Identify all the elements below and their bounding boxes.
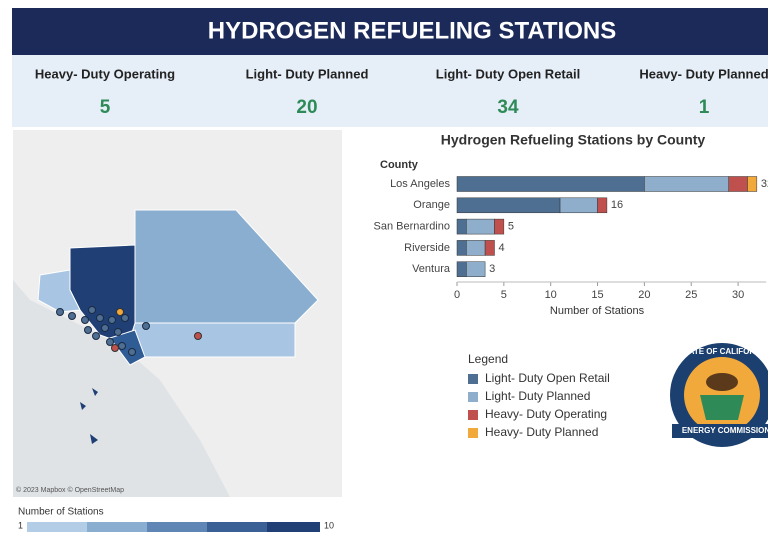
kpi-label: Light- Duty Planned [246,66,369,81]
station-dot [116,308,124,316]
map: © 2023 Mapbox © OpenStreetMap [13,130,342,497]
y-tick-label: Orange [413,199,450,211]
bar-total-label: 5 [508,221,514,233]
y-tick-label: Ventura [412,263,451,275]
bar-total-label: 32 [761,178,773,190]
kpi-label: Light- Duty Open Retail [436,66,580,81]
kpi-value: 1 [699,97,710,118]
legend-label: Heavy- Duty Operating [485,407,607,421]
legend-label: Heavy- Duty Planned [485,425,598,439]
kpi-strip [12,55,768,127]
region-orange [109,329,146,366]
bar-segment [456,240,467,256]
bar-segment [466,240,486,256]
y-axis-title: County [380,159,419,171]
kpi-label: Heavy- Duty Planned [639,66,768,81]
map-legend-swatch [147,522,207,532]
x-tick-label: 30 [732,289,744,301]
bar-segment [494,218,505,235]
bar-segment [728,176,748,192]
region-ventura [37,269,81,313]
legend-label: Light- Duty Planned [485,389,590,403]
kpi-value: 20 [296,97,317,118]
map-legend-title: Number of Stations [18,507,104,518]
bar-segment [484,240,495,256]
bar-segment [644,176,729,192]
logo-top-text: STATE OF CALIFORNIA [679,347,769,356]
logo-emblem [700,395,744,420]
map-legend-swatch [87,522,147,532]
logo: STATE OF CALIFORNIA ENERGY COMMISSION [670,343,771,447]
kpi-value: 34 [497,97,519,118]
map-legend-swatch [27,522,87,532]
islands [80,388,98,444]
x-axis-title: Number of Stations [550,305,645,317]
logo-banner [672,424,768,438]
station-dot [111,344,119,352]
bar-segment [466,218,495,235]
x-tick-label: 20 [638,289,650,301]
station-dots [56,306,150,356]
x-tick-label: 5 [501,289,507,301]
region-riverside [127,322,296,358]
kpi-label: Heavy- Duty Operating [35,66,175,81]
kpi-value: 5 [100,97,111,118]
bar-chart: Hydrogen Refueling Stations by County Co… [374,132,773,439]
bar-segment [456,197,561,214]
map-legend-swatch [207,522,267,532]
legend-swatch [468,374,478,384]
bar-total-label: 16 [611,199,623,211]
bar-segment [456,176,645,192]
x-tick-label: 0 [454,289,460,301]
y-tick-label: Los Angeles [390,178,450,190]
y-tick-label: Riverside [404,242,450,254]
header-bar [12,8,768,55]
bar-segment [747,176,758,192]
header-title: HYDROGEN REFUELING STATIONS [208,17,616,44]
bar-segment [456,218,467,235]
bar-segment [456,261,467,277]
legend-swatch [468,392,478,402]
legend-title: Legend [468,352,508,366]
legend-label: Light- Duty Open Retail [485,371,610,385]
bar-segment [597,197,608,214]
chart-title: Hydrogen Refueling Stations by County [441,132,706,148]
map-attribution: © 2023 Mapbox © OpenStreetMap [16,486,124,494]
x-tick-label: 25 [685,289,697,301]
x-tick-label: 15 [591,289,603,301]
map-legend-min: 1 [18,520,23,530]
map-legend-swatch [267,522,320,532]
legend-swatch [468,428,478,438]
bar-segment [559,197,598,214]
bar-total-label: 4 [498,242,504,254]
station-dot [194,332,202,340]
y-tick-label: San Bernardino [374,221,450,233]
bar-total-label: 3 [489,263,495,275]
x-tick-label: 10 [545,289,557,301]
logo-bear [706,373,738,391]
bar-segment [466,261,486,277]
map-legend-max: 10 [324,520,334,530]
logo-bottom-text: ENERGY COMMISSION [682,426,771,435]
legend-swatch [468,410,478,420]
